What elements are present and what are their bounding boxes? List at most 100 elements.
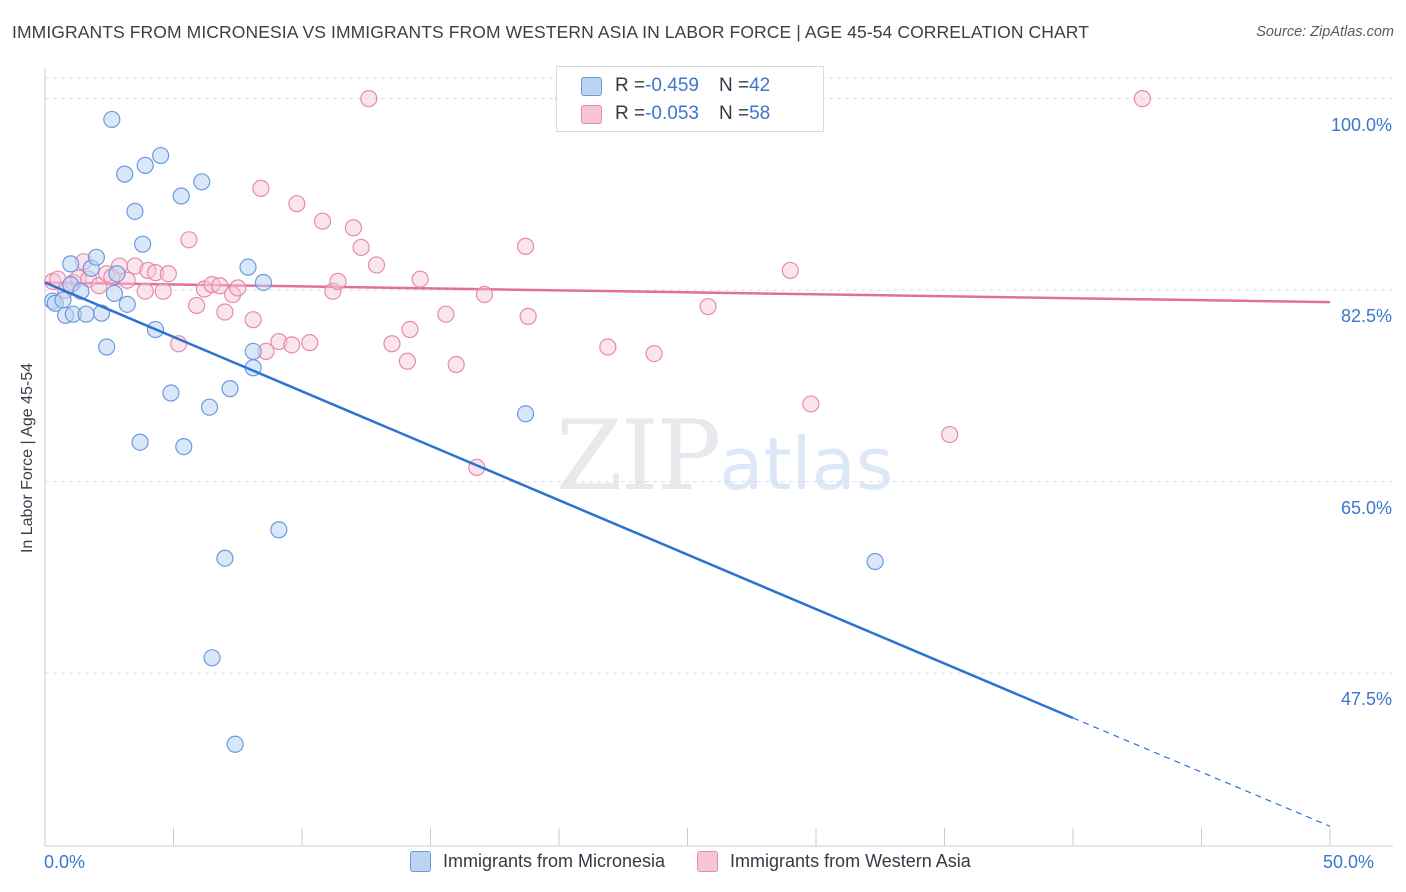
point-micronesia	[221, 380, 239, 398]
point-micronesia	[270, 521, 288, 539]
point-micronesia	[203, 649, 221, 667]
point-micronesia	[239, 258, 257, 276]
chart-title: IMMIGRANTS FROM MICRONESIA VS IMMIGRANTS…	[12, 22, 1089, 42]
point-western-asia	[159, 265, 177, 283]
legend-label-western-asia: Immigrants from Western Asia	[730, 851, 971, 871]
point-western-asia	[126, 257, 144, 275]
point-western-asia	[270, 332, 288, 351]
point-micronesia	[254, 273, 273, 292]
point-micronesia	[866, 552, 884, 571]
point-western-asia	[699, 297, 717, 316]
n-label: N =	[718, 75, 750, 96]
x-tick-label-max: 50.0%	[1323, 852, 1375, 872]
point-micronesia	[200, 398, 219, 416]
point-western-asia	[324, 282, 342, 300]
point-western-asia	[313, 212, 332, 230]
point-western-asia	[252, 179, 270, 197]
point-western-asia	[216, 303, 234, 321]
point-western-asia	[288, 195, 306, 213]
point-micronesia	[134, 235, 152, 253]
point-micronesia	[77, 305, 95, 323]
point-micronesia	[131, 433, 149, 451]
point-micronesia	[105, 284, 123, 303]
swatch-micronesia	[581, 76, 602, 96]
swatch-western-asia	[697, 851, 719, 872]
point-micronesia	[152, 146, 170, 165]
point-western-asia	[781, 261, 799, 280]
point-western-asia	[188, 296, 206, 315]
n-label: N =	[718, 103, 750, 124]
point-western-asia	[383, 335, 401, 353]
point-western-asia	[283, 336, 301, 354]
point-western-asia	[90, 277, 108, 295]
point-micronesia	[516, 405, 535, 423]
point-micronesia	[62, 255, 80, 273]
point-micronesia	[244, 342, 262, 361]
y-tick-label: 47.5%	[1340, 689, 1392, 710]
n-value: 58	[749, 103, 771, 124]
point-western-asia	[645, 344, 663, 363]
point-micronesia	[136, 156, 154, 174]
point-western-asia	[146, 264, 165, 282]
point-micronesia	[87, 248, 106, 266]
point-western-asia	[519, 307, 537, 325]
point-micronesia	[216, 549, 234, 567]
point-western-asia	[301, 334, 319, 352]
watermark-zip: ZIP	[556, 400, 721, 512]
point-western-asia	[352, 238, 370, 257]
point-micronesia	[116, 165, 134, 183]
point-micronesia	[226, 735, 244, 753]
n-value: 42	[749, 75, 771, 96]
point-micronesia	[98, 338, 116, 356]
point-micronesia	[175, 438, 193, 456]
x-tick-label-min: 0.0%	[44, 852, 86, 872]
point-micronesia	[172, 187, 190, 205]
r-value: -0.459	[645, 75, 699, 96]
point-western-asia	[941, 425, 959, 444]
point-western-asia	[401, 320, 419, 339]
point-western-asia	[411, 270, 429, 288]
point-micronesia	[193, 173, 211, 191]
point-micronesia	[103, 110, 121, 129]
trend-micronesia	[44, 281, 1331, 827]
swatch-micronesia	[410, 851, 431, 872]
watermark: ZIPatlas	[556, 400, 893, 512]
y-tick-label: 82.5%	[1340, 306, 1392, 327]
r-label: R =	[615, 103, 646, 124]
watermark-atlas: atlas	[719, 422, 894, 506]
point-western-asia	[367, 256, 386, 274]
correlation-legend: R = -0.459 N = 42 R = -0.053 N = 58	[556, 66, 824, 132]
source-label: Source: ZipAtlas.com	[1256, 24, 1394, 40]
point-micronesia	[162, 384, 180, 402]
legend-row-micronesia: R = -0.459 N = 42	[581, 73, 770, 99]
point-micronesia	[54, 291, 72, 309]
r-value: -0.053	[645, 103, 699, 124]
point-western-asia	[344, 219, 362, 237]
point-western-asia	[447, 355, 465, 374]
point-western-asia	[599, 338, 617, 356]
trend-line-micronesia-extension	[1072, 717, 1331, 827]
gridlines	[45, 77, 1393, 674]
series-legend: Immigrants from Micronesia Immigrants fr…	[410, 851, 1003, 872]
legend-item-micronesia[interactable]: Immigrants from Micronesia	[410, 851, 665, 872]
axes	[44, 68, 1393, 847]
r-label: R =	[615, 75, 646, 96]
legend-label-micronesia: Immigrants from Micronesia	[443, 851, 666, 871]
point-western-asia	[360, 90, 378, 108]
legend-item-western-asia[interactable]: Immigrants from Western Asia	[697, 851, 971, 872]
point-western-asia	[329, 272, 347, 290]
trend-line-micronesia	[44, 281, 1074, 720]
point-western-asia	[229, 279, 247, 297]
point-micronesia	[126, 202, 144, 220]
points-micronesia	[44, 110, 884, 753]
point-western-asia	[516, 237, 535, 255]
point-western-asia	[1133, 90, 1151, 108]
legend-row-western-asia: R = -0.053 N = 58	[581, 101, 770, 127]
point-western-asia	[475, 285, 494, 304]
y-tick-label: 65.0%	[1340, 497, 1392, 518]
point-western-asia	[154, 282, 172, 300]
points-western-asia	[44, 90, 1151, 476]
point-western-asia	[211, 277, 229, 295]
point-western-asia	[437, 305, 455, 323]
